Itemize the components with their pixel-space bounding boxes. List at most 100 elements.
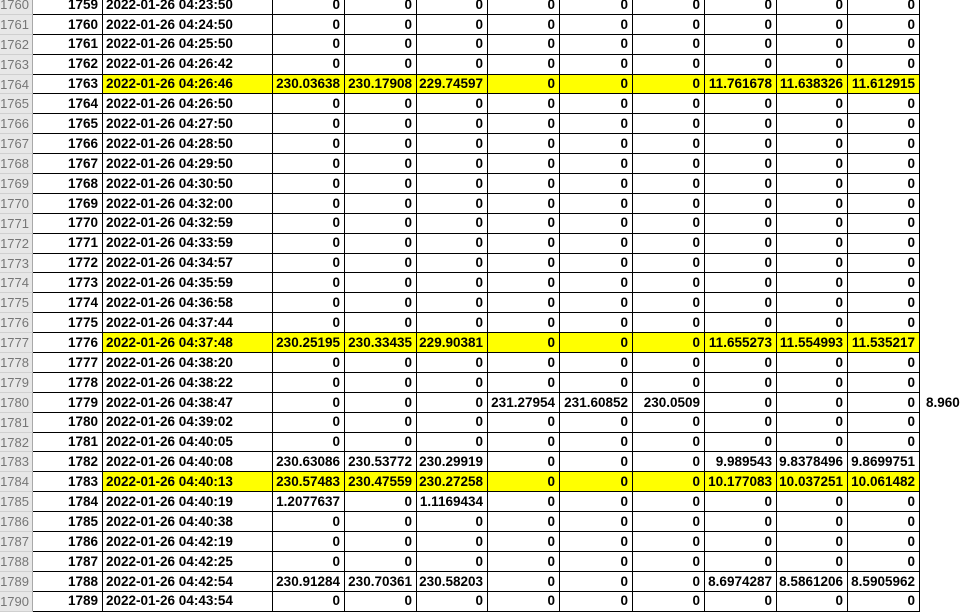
cell-value[interactable]: 0	[488, 213, 560, 234]
cell-value[interactable]: 230.53772	[345, 452, 417, 473]
cell-index[interactable]: 1784	[33, 492, 103, 513]
cell-value[interactable]: 0	[417, 114, 488, 135]
cell-value[interactable]: 0	[560, 293, 633, 314]
cell-extra[interactable]	[920, 174, 960, 194]
cell-value[interactable]: 0	[273, 591, 345, 612]
cell-timestamp[interactable]: 2022-01-26 04:40:08	[103, 452, 273, 473]
cell-value[interactable]: 0	[560, 353, 633, 373]
cell-value[interactable]: 0	[345, 532, 417, 552]
cell-index[interactable]: 1763	[33, 74, 103, 95]
cell-value[interactable]: 0	[633, 193, 705, 214]
cell-value[interactable]: 0	[560, 154, 633, 175]
cell-value[interactable]: 11.612915	[848, 74, 920, 95]
cell-value[interactable]: 0	[705, 532, 777, 552]
cell-value[interactable]: 0	[345, 412, 417, 433]
cell-index[interactable]: 1772	[33, 253, 103, 274]
cell-value[interactable]: 0	[848, 193, 920, 214]
cell-value[interactable]: 0	[705, 313, 777, 334]
cell-value[interactable]: 0	[777, 14, 848, 35]
cell-value[interactable]: 0	[705, 372, 777, 393]
cell-value[interactable]: 0	[633, 154, 705, 175]
cell-value[interactable]: 11.761678	[705, 74, 777, 95]
cell-index[interactable]: 1766	[33, 134, 103, 155]
cell-extra[interactable]	[920, 193, 960, 214]
cell-value[interactable]: 0	[705, 213, 777, 234]
cell-value[interactable]: 0	[777, 213, 848, 234]
cell-value[interactable]: 0	[848, 94, 920, 115]
cell-value[interactable]: 0	[488, 14, 560, 35]
cell-value[interactable]: 0	[273, 432, 345, 453]
row-header[interactable]: 1783	[0, 452, 33, 473]
row-header[interactable]: 1786	[0, 512, 33, 533]
cell-value[interactable]: 0	[345, 353, 417, 373]
cell-value[interactable]: 229.90381	[417, 333, 488, 354]
cell-timestamp[interactable]: 2022-01-26 04:32:59	[103, 213, 273, 234]
cell-value[interactable]: 0	[417, 591, 488, 612]
cell-value[interactable]: 0	[848, 591, 920, 612]
cell-value[interactable]: 0	[777, 193, 848, 214]
cell-value[interactable]: 0	[345, 253, 417, 274]
cell-value[interactable]: 0	[273, 193, 345, 214]
cell-value[interactable]: 0	[705, 134, 777, 155]
row-header[interactable]: 1762	[0, 34, 33, 55]
cell-value[interactable]: 9.8378496	[777, 452, 848, 473]
cell-value[interactable]: 0	[273, 551, 345, 572]
cell-extra[interactable]	[920, 551, 960, 572]
cell-value[interactable]: 0	[345, 372, 417, 393]
cell-value[interactable]: 0	[488, 74, 560, 95]
cell-value[interactable]: 0	[488, 253, 560, 274]
cell-value[interactable]: 230.33435	[345, 333, 417, 354]
cell-timestamp[interactable]: 2022-01-26 04:26:42	[103, 54, 273, 75]
cell-extra[interactable]	[920, 432, 960, 453]
cell-value[interactable]: 0	[345, 273, 417, 294]
cell-index[interactable]: 1768	[33, 174, 103, 194]
row-header[interactable]: 1775	[0, 293, 33, 314]
cell-index[interactable]: 1787	[33, 551, 103, 572]
cell-value[interactable]: 8.5861206	[777, 571, 848, 592]
cell-value[interactable]: 0	[345, 591, 417, 612]
cell-value[interactable]: 0	[633, 233, 705, 254]
cell-value[interactable]: 0	[417, 14, 488, 35]
cell-value[interactable]: 0	[705, 114, 777, 135]
cell-extra[interactable]	[920, 134, 960, 155]
cell-value[interactable]: 10.061482	[848, 472, 920, 493]
cell-extra[interactable]	[920, 213, 960, 234]
cell-value[interactable]: 0	[345, 293, 417, 314]
cell-value[interactable]: 0	[848, 253, 920, 274]
cell-value[interactable]: 0	[488, 273, 560, 294]
cell-value[interactable]: 0	[777, 492, 848, 513]
cell-value[interactable]: 0	[273, 532, 345, 552]
row-header[interactable]: 1779	[0, 372, 33, 393]
cell-value[interactable]: 0	[488, 372, 560, 393]
cell-value[interactable]: 0	[777, 94, 848, 115]
cell-timestamp[interactable]: 2022-01-26 04:40:19	[103, 492, 273, 513]
cell-value[interactable]: 0	[560, 333, 633, 354]
cell-value[interactable]: 0	[633, 114, 705, 135]
cell-extra[interactable]: 8.960	[920, 392, 960, 413]
cell-value[interactable]: 0	[777, 0, 848, 15]
cell-value[interactable]: 0	[345, 213, 417, 234]
cell-value[interactable]: 230.70361	[345, 571, 417, 592]
cell-value[interactable]: 0	[488, 313, 560, 334]
cell-value[interactable]: 0	[633, 353, 705, 373]
cell-value[interactable]: 0	[848, 54, 920, 75]
cell-index[interactable]: 1767	[33, 154, 103, 175]
row-header[interactable]: 1788	[0, 551, 33, 572]
cell-value[interactable]: 0	[705, 193, 777, 214]
cell-value[interactable]: 0	[633, 213, 705, 234]
cell-value[interactable]: 0	[848, 372, 920, 393]
cell-extra[interactable]	[920, 532, 960, 552]
cell-value[interactable]: 0	[488, 333, 560, 354]
cell-value[interactable]: 0	[705, 492, 777, 513]
cell-extra[interactable]	[920, 0, 960, 15]
cell-extra[interactable]	[920, 34, 960, 55]
cell-value[interactable]: 0	[417, 551, 488, 572]
cell-value[interactable]: 8.5905962	[848, 571, 920, 592]
cell-extra[interactable]	[920, 94, 960, 115]
cell-value[interactable]: 0	[777, 134, 848, 155]
cell-timestamp[interactable]: 2022-01-26 04:37:44	[103, 313, 273, 334]
cell-value[interactable]: 0	[273, 313, 345, 334]
cell-value[interactable]: 0	[777, 532, 848, 552]
cell-value[interactable]: 0	[705, 432, 777, 453]
cell-value[interactable]: 0	[560, 14, 633, 35]
